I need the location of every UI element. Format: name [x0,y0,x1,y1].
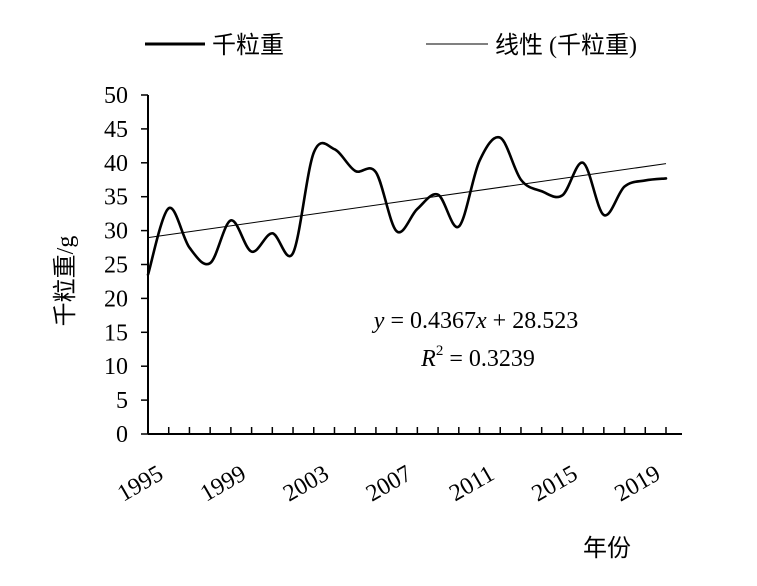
y-tick-label: 35 [104,185,128,211]
y-tick-label: 20 [104,286,128,312]
equation-y-symbol: y [372,308,385,334]
x-tick-label: 1995 [113,461,168,508]
legend-trend-label: 线性 (千粒重) [495,32,637,59]
x-tick-label: 1999 [196,461,251,508]
y-tick-label: 0 [116,422,128,448]
y-axis-title: 千粒重/g [52,236,79,327]
r-squared-symbol: R [420,346,436,372]
r-squared: R2 = 0.3239 [420,343,535,372]
legend-series-label: 千粒重 [212,32,284,59]
legend: 千粒重 线性 (千粒重) [145,32,637,59]
equation-x-symbol: x [475,308,487,334]
x-tick-label: 2007 [362,461,417,508]
x-tick-label: 2011 [445,461,499,507]
y-tick-label: 5 [116,388,128,414]
x-tick-label: 2003 [279,461,334,508]
x-tick-label: 2015 [528,461,583,508]
series-line-thousand-grain-weight [146,135,668,276]
r-squared-exponent: 2 [436,343,444,359]
trend-line-linear [147,163,667,239]
equation-coefficient: = 0.4367 [384,308,476,334]
y-axis-ticks: 0 5 10 15 20 25 30 35 40 45 50 [104,83,148,448]
series-layer [146,135,668,276]
trend-layer [147,163,667,239]
equation-intercept: + 28.523 [487,308,579,334]
y-tick-label: 40 [104,151,128,177]
y-tick-label: 10 [104,354,128,380]
y-tick-label: 15 [104,320,128,346]
y-tick-label: 30 [104,219,128,245]
regression-equation: y = 0.4367x + 28.523 [372,308,578,334]
x-axis-ticks: 1995 1999 2003 2007 2011 2015 2019 [113,427,667,508]
r-squared-value: = 0.3239 [443,346,535,372]
y-tick-label: 45 [104,117,128,143]
y-tick-label: 25 [104,253,128,279]
x-axis-title: 年份 [583,535,631,562]
x-tick-label: 2019 [610,461,665,508]
y-tick-label: 50 [104,83,128,109]
